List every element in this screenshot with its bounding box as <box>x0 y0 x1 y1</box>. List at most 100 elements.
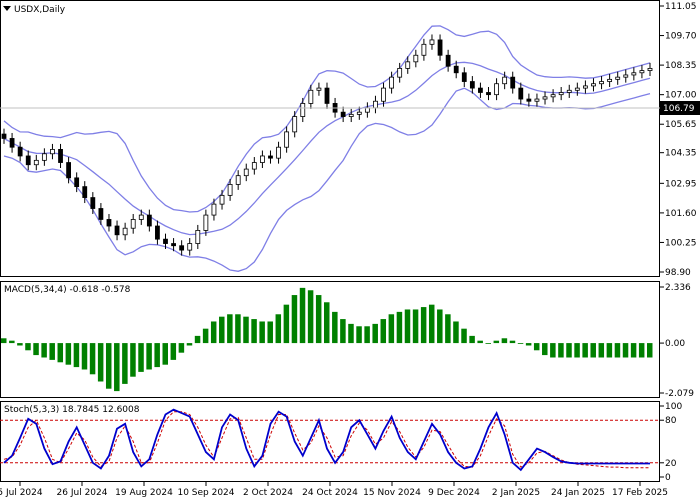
macd-histogram-bar <box>533 343 540 351</box>
candle-body <box>583 85 588 89</box>
x-tick-label: 2 Oct 2024 <box>243 488 293 498</box>
macd-histogram-bar <box>275 314 282 344</box>
candle-body <box>98 208 104 220</box>
symbol-dropdown-icon[interactable] <box>3 6 11 11</box>
macd-histogram-bar <box>219 316 225 344</box>
candle-body <box>405 61 411 69</box>
candle-body <box>607 78 613 82</box>
candle-body <box>429 39 435 45</box>
candle-body <box>324 87 330 104</box>
macd-histogram-bar <box>542 343 548 356</box>
current-price-label: 106.79 <box>663 104 695 114</box>
stoch-panel-frame <box>0 401 660 482</box>
candle-body <box>631 72 637 76</box>
macd-histogram-bar <box>372 323 378 344</box>
macd-y-tick-label: 0.00 <box>665 339 685 349</box>
macd-histogram-bar <box>194 335 201 344</box>
candle-body <box>518 87 524 100</box>
x-tick-label: 2 Jan 2025 <box>492 488 540 498</box>
stoch-y-tick-label: 20 <box>665 459 677 469</box>
macd-histogram-bar <box>340 319 346 344</box>
macd-histogram-bar <box>477 340 483 344</box>
candle-body <box>461 72 467 82</box>
candle-body <box>179 245 185 251</box>
x-tick-label: 24 Jan 2025 <box>551 488 605 498</box>
x-tick-label: 24 Oct 2024 <box>302 488 358 498</box>
macd-histogram-bar <box>146 343 152 370</box>
candle-body <box>243 168 249 177</box>
macd-histogram-bar <box>122 343 128 384</box>
price-y-axis: 111.05 109.70 108.35 107.00 105.65 104.35 102.… <box>660 2 697 278</box>
candle-body <box>1 133 7 139</box>
time-axis: 5 Jul 2024 26 Jul 2024 19 Aug 2024 10 Sep 2… <box>0 482 668 498</box>
candle-body <box>623 74 629 78</box>
candle-body <box>114 225 120 236</box>
macd-histogram-bar <box>469 335 475 344</box>
macd-histogram-bar <box>630 343 637 358</box>
candle-body <box>259 155 265 163</box>
stoch-lines <box>0 408 660 472</box>
stoch-y-axis: 100 80 20 0 <box>660 402 682 483</box>
macd-histogram-bar <box>65 343 72 365</box>
macd-histogram-bar <box>404 309 411 344</box>
candle-body <box>33 159 39 166</box>
macd-histogram-bar <box>647 343 653 358</box>
macd-histogram-bar <box>380 319 387 344</box>
x-tick-label: 15 Nov 2024 <box>363 488 421 498</box>
bollinger-middle-line <box>3 61 651 236</box>
candle-body <box>340 111 346 117</box>
macd-histogram-bar <box>485 343 491 344</box>
macd-histogram-bar <box>291 295 298 344</box>
candle-body <box>478 87 483 93</box>
candle-body <box>494 83 499 96</box>
macd-histogram-bar <box>57 343 64 363</box>
macd-histogram-bar <box>210 321 217 344</box>
candle-body <box>235 175 241 185</box>
macd-histogram-bar <box>348 323 354 344</box>
macd-histogram-bar <box>332 311 338 344</box>
candle-body <box>25 155 31 166</box>
macd-histogram-bar <box>622 343 629 358</box>
macd-histogram-bar <box>33 343 39 356</box>
candle-body <box>445 54 451 67</box>
candle-body <box>50 148 55 155</box>
macd-histogram-bar <box>307 290 314 344</box>
macd-histogram-bar <box>412 309 419 344</box>
x-tick-label: 10 Sep 2024 <box>177 488 234 498</box>
candle-body <box>373 100 378 109</box>
macd-panel: MACD(5,34,4) -0.618 -0.578 2.336 0.00 -2.0… <box>0 281 694 399</box>
macd-histogram-bar <box>202 328 209 344</box>
candle-body <box>348 113 354 117</box>
symbol-label: USDX,Daily <box>14 5 66 15</box>
macd-histogram-bar <box>283 304 290 344</box>
macd-histogram-bar <box>25 343 31 351</box>
macd-histogram-bar <box>1 338 7 344</box>
price-y-tick-label: 109.70 <box>665 32 697 42</box>
stoch-label: Stoch(5,3,3) 18.7845 12.6008 <box>4 405 140 415</box>
macd-histogram-bar <box>638 343 645 358</box>
macd-histogram-bar <box>501 338 508 344</box>
macd-histogram-bar <box>227 314 233 344</box>
candle-body <box>219 194 225 205</box>
candle-body <box>389 76 395 89</box>
macd-histogram-bar <box>388 314 395 344</box>
candle-body <box>550 94 556 98</box>
candle-body <box>510 76 516 89</box>
macd-histogram-bar <box>453 321 459 344</box>
candle-body <box>155 225 160 240</box>
candle-body <box>9 138 15 148</box>
x-tick-label: 17 Feb 2025 <box>612 488 668 498</box>
stoch-panel: Stoch(5,3,3) 18.7845 12.6008 100 80 20 0 <box>0 401 682 483</box>
macd-histogram-bar <box>243 316 249 344</box>
macd-histogram-bar <box>324 302 330 344</box>
candle-body <box>251 162 257 170</box>
candle-body <box>82 186 88 198</box>
macd-histogram-bar <box>428 304 435 344</box>
macd-histogram-bar <box>251 319 257 344</box>
macd-histogram-bar <box>606 343 613 358</box>
candle-body <box>122 227 128 236</box>
candle-body <box>171 243 176 247</box>
price-panel-frame <box>0 0 660 277</box>
candle-body <box>453 65 459 74</box>
